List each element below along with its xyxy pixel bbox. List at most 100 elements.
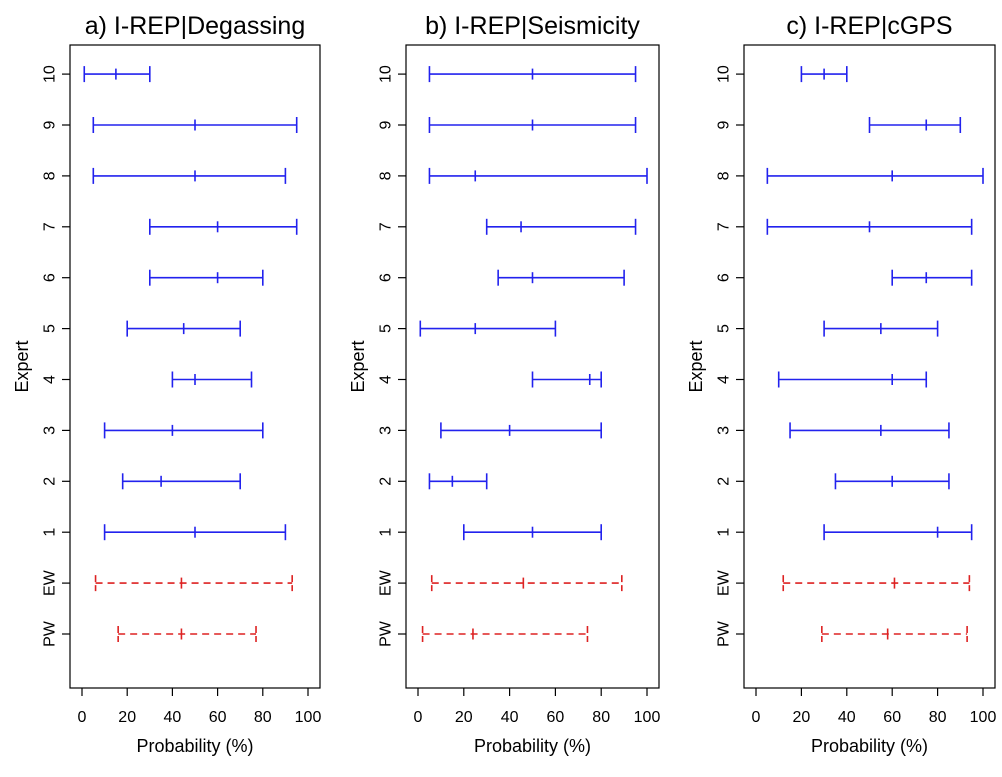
errorbar-2 — [428, 473, 488, 490]
y-tick-label: PW — [716, 620, 733, 647]
y-tick-label: 2 — [42, 477, 59, 486]
x-tick-label: 40 — [838, 709, 856, 726]
errorbar-4 — [171, 371, 253, 388]
x-tick-label: 40 — [164, 709, 182, 726]
panel-1: a) I-REP|Degassing 0 20 40 60 80 100 Probabilit… — [12, 12, 321, 756]
errorbar-4 — [531, 371, 603, 388]
x-tick-label: 20 — [118, 709, 136, 726]
y-tick-label: 6 — [378, 273, 395, 282]
x-tick-label: 0 — [414, 709, 423, 726]
panel-3: c) I-REP|cGPS 0 20 40 60 80 100 Probability (%)… — [686, 12, 996, 756]
y-tick-label: 10 — [716, 65, 733, 83]
errorbar-7 — [149, 218, 298, 235]
y-tick-label: 8 — [378, 171, 395, 180]
errorbar-1 — [103, 524, 287, 541]
plot-frame — [743, 44, 996, 689]
y-tick-label: 1 — [378, 528, 395, 537]
y-tick-label: 8 — [42, 171, 59, 180]
errorbar-pw — [421, 626, 589, 642]
errorbar-10 — [83, 66, 151, 83]
y-tick-label: 10 — [42, 65, 59, 83]
errorbar-8 — [428, 167, 648, 184]
plot-frame — [405, 44, 660, 689]
errorbar-6 — [497, 269, 625, 286]
y-tick-label: 9 — [378, 120, 395, 129]
y-tick-label: EW — [716, 569, 733, 596]
y-tick-label: 9 — [716, 120, 733, 129]
y-tick-label: 1 — [42, 528, 59, 537]
errorbar-6 — [149, 269, 264, 286]
y-tick-label: 1 — [716, 528, 733, 537]
errorbar-8 — [92, 167, 287, 184]
errorbar-3 — [789, 422, 950, 439]
x-tick-label: 0 — [752, 709, 761, 726]
panel-title: c) I-REP|cGPS — [786, 12, 952, 40]
errorbar-8 — [766, 167, 984, 184]
y-tick-label: 6 — [42, 273, 59, 282]
panel-title: b) I-REP|Seismicity — [425, 12, 640, 40]
y-tick-label: 7 — [378, 222, 395, 231]
errorbar-ew — [430, 575, 623, 592]
x-tick-label: 100 — [970, 709, 997, 726]
x-tick-label: 80 — [592, 709, 610, 726]
errorbar-5 — [823, 320, 939, 337]
y-tick-label: PW — [378, 620, 395, 647]
errorbar-2 — [121, 473, 241, 490]
errorbar-3 — [103, 422, 264, 439]
errorbar-6 — [891, 269, 973, 286]
y-tick-label: 3 — [42, 426, 59, 435]
errorbar-ew — [94, 575, 293, 592]
errorbar-4 — [777, 371, 928, 388]
y-tick-label: 6 — [716, 273, 733, 282]
y-tick-label: 9 — [42, 120, 59, 129]
errorbar-7 — [485, 218, 637, 235]
x-tick-label: 100 — [634, 709, 661, 726]
errorbar-pw — [821, 626, 968, 642]
errorbar-9 — [428, 117, 637, 133]
errorbar-ew — [782, 575, 971, 592]
x-tick-label: 100 — [295, 709, 322, 726]
x-tick-label: 80 — [929, 709, 947, 726]
y-tick-label: 5 — [716, 324, 733, 333]
errorbar-9 — [92, 117, 298, 133]
y-axis-label: Expert — [686, 340, 706, 392]
y-tick-label: 5 — [42, 324, 59, 333]
y-tick-label: 3 — [378, 426, 395, 435]
x-axis-label: Probability (%) — [136, 736, 253, 756]
y-tick-label: 2 — [378, 477, 395, 486]
y-tick-label: 7 — [42, 222, 59, 231]
y-tick-label: EW — [378, 569, 395, 596]
x-tick-label: 60 — [547, 709, 565, 726]
y-tick-label: 5 — [378, 324, 395, 333]
errorbar-pw — [117, 626, 257, 642]
x-tick-label: 80 — [254, 709, 272, 726]
x-tick-label: 0 — [78, 709, 87, 726]
y-tick-label: 4 — [42, 375, 59, 384]
panel-2: b) I-REP|Seismicity 0 20 40 60 80 100 Probabili… — [348, 12, 660, 756]
y-axis-label: Expert — [348, 340, 368, 392]
errorbar-3 — [440, 422, 603, 439]
x-axis-label: Probability (%) — [811, 736, 928, 756]
errorbar-1 — [823, 524, 973, 541]
y-tick-label: EW — [42, 569, 59, 596]
errorbar-2 — [834, 473, 950, 490]
x-tick-label: 20 — [455, 709, 473, 726]
y-tick-label: 8 — [716, 171, 733, 180]
errorbar-5 — [419, 320, 557, 337]
errorbar-9 — [868, 117, 962, 133]
y-tick-label: 3 — [716, 426, 733, 435]
x-tick-label: 60 — [883, 709, 901, 726]
panel-title: a) I-REP|Degassing — [85, 12, 305, 40]
x-tick-label: 20 — [793, 709, 811, 726]
y-tick-label: 10 — [378, 65, 395, 83]
x-axis-label: Probability (%) — [474, 736, 591, 756]
y-tick-label: 7 — [716, 222, 733, 231]
y-axis-label: Expert — [12, 340, 32, 392]
x-tick-label: 40 — [501, 709, 519, 726]
y-tick-label: 4 — [716, 375, 733, 384]
y-tick-label: 4 — [378, 375, 395, 384]
y-tick-label: PW — [42, 620, 59, 647]
errorbar-10 — [800, 66, 848, 83]
